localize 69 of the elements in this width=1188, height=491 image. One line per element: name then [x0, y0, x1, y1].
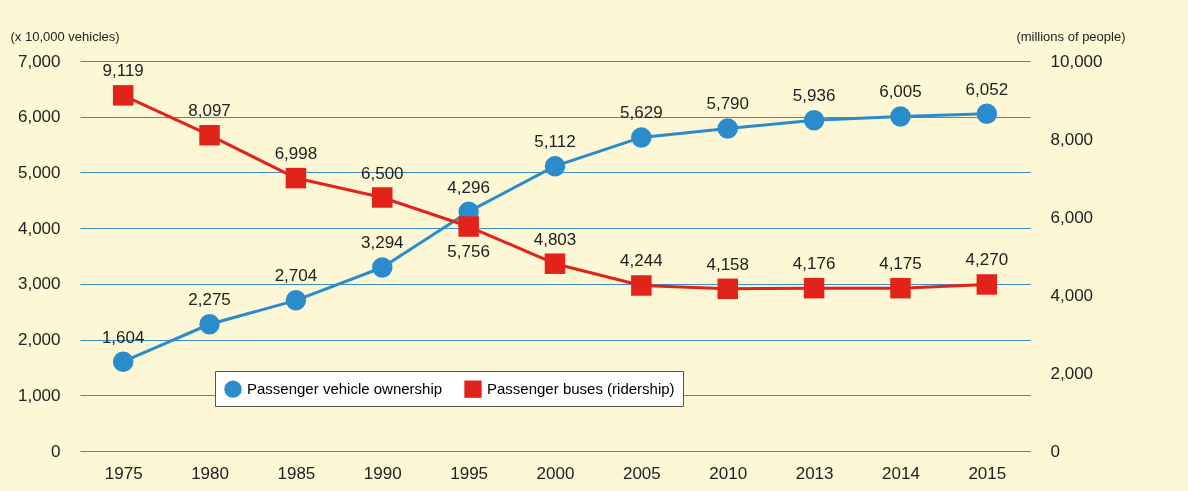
data-label: 5,112: [534, 132, 576, 152]
x-tick-label: 2005: [622, 463, 661, 483]
data-label: 5,790: [706, 94, 749, 114]
point: [458, 216, 479, 237]
point: [717, 118, 738, 139]
y-tick-label: 3,000: [17, 274, 61, 294]
data-label: 6,998: [274, 144, 318, 164]
data-label: 4,270: [965, 250, 1009, 270]
data-label: 3,294: [361, 233, 404, 253]
point: [544, 253, 566, 274]
point: [112, 85, 134, 106]
point: [199, 124, 220, 146]
y2-tick-label: 2,000: [1050, 363, 1094, 383]
legend-label: Passenger vehicle ownership: [247, 380, 443, 398]
y2-tick-label: 8,000: [1050, 129, 1094, 149]
point: [112, 351, 134, 372]
y2-axis-title: (millions of people): [1016, 28, 1126, 44]
point: [890, 106, 911, 127]
point: [803, 110, 825, 131]
x-tick-label: 1975: [104, 463, 143, 483]
data-label: 8,097: [188, 101, 231, 121]
data-label: 4,803: [533, 229, 577, 249]
point: [631, 127, 652, 148]
y2-tick-label: 0: [1050, 441, 1060, 461]
point: [372, 187, 393, 208]
y-axis-title: (x 10,000 vehicles): [10, 28, 120, 44]
data-label: 2,275: [188, 290, 231, 310]
data-label: 5,936: [792, 86, 836, 106]
data-label: 2,704: [274, 266, 318, 286]
data-label: 9,119: [102, 61, 144, 81]
point: [285, 290, 307, 311]
x-tick-label: 2013: [795, 463, 834, 483]
data-label: 4,176: [792, 254, 836, 274]
y-tick-label: 5,000: [17, 162, 61, 182]
legend-label: Passenger buses (ridership): [487, 380, 675, 398]
y2-tick-label: 6,000: [1050, 207, 1094, 227]
point: [717, 278, 738, 300]
point: [976, 274, 998, 295]
data-label: 6,052: [965, 79, 1009, 99]
x-tick-label: 1995: [450, 463, 489, 483]
x-tick-label: 1980: [191, 463, 229, 483]
data-label: 4,296: [447, 177, 490, 197]
point: [631, 275, 652, 296]
x-tick-label: 1985: [277, 463, 316, 483]
data-label: 6,005: [879, 82, 922, 102]
point: [890, 277, 911, 299]
point: [544, 155, 566, 177]
x-tick-label: 2000: [536, 463, 575, 483]
y2-tick-label: 4,000: [1050, 285, 1094, 305]
data-label: 4,175: [879, 254, 922, 274]
x-tick-label: 2010: [709, 463, 748, 483]
y-tick-label: 4,000: [17, 218, 61, 238]
y-tick-label: 6,000: [17, 107, 61, 127]
y-tick-label: 2,000: [17, 330, 61, 350]
data-label: 5,756: [447, 241, 490, 261]
y-tick-label: 0: [51, 441, 61, 461]
data-label: 4,244: [620, 251, 663, 271]
point: [372, 257, 393, 278]
y2-tick-label: 10,000: [1050, 51, 1103, 71]
y-tick-label: 7,000: [17, 51, 61, 71]
point: [285, 167, 307, 189]
x-tick-label: 2015: [968, 463, 1007, 483]
y-tick-label: 1,000: [17, 385, 61, 405]
data-label: 4,158: [706, 254, 749, 274]
point: [976, 103, 998, 125]
x-tick-label: 2014: [882, 463, 920, 483]
x-tick-label: 1990: [363, 463, 402, 483]
point: [199, 314, 220, 335]
point: [803, 277, 825, 299]
